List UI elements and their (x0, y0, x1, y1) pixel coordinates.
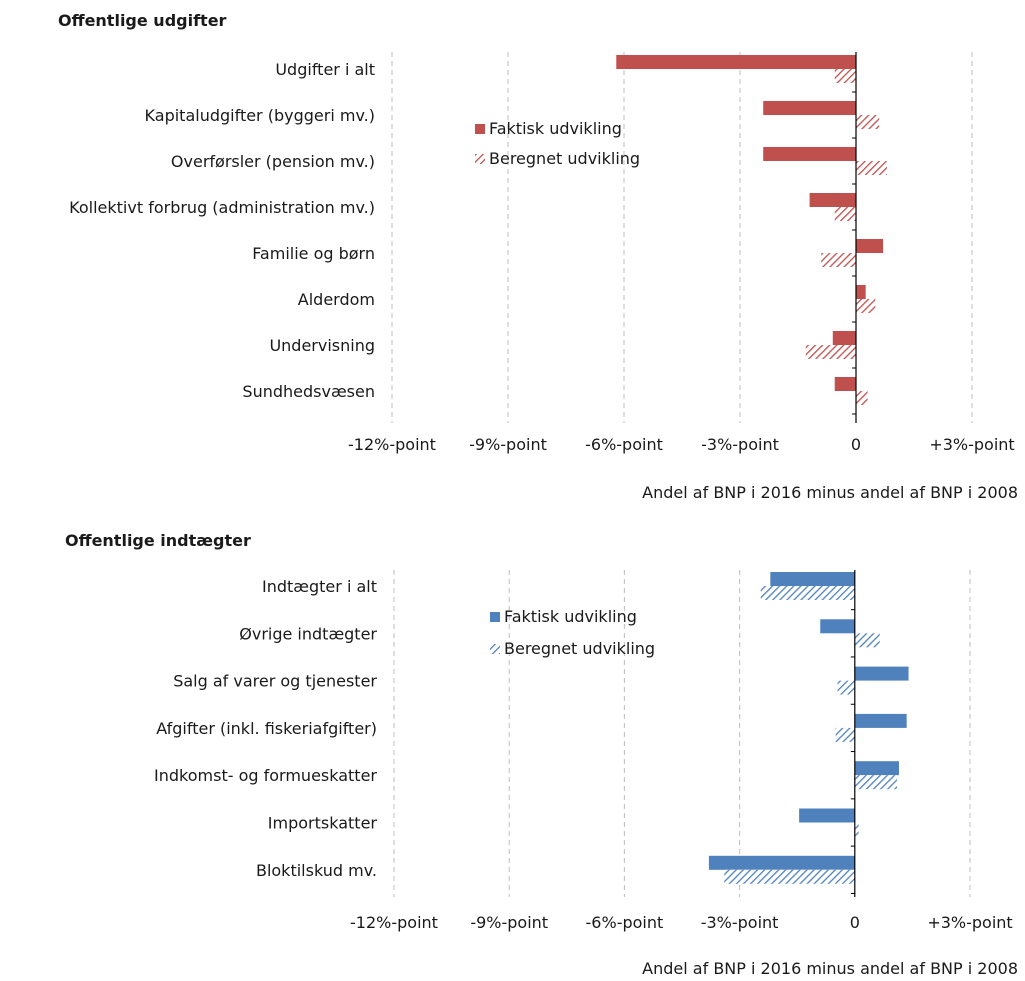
x-tick-label: -12%-point (348, 435, 436, 454)
category-label: Overførsler (pension mv.) (171, 152, 375, 171)
x-axis-label: Andel af BNP i 2016 minus andel af BNP i… (642, 959, 1018, 978)
x-tick-label: -6%-point (586, 913, 664, 932)
legend-label: Beregnet udvikling (489, 149, 640, 168)
legend-label: Beregnet udvikling (504, 639, 655, 658)
x-axis-label: Andel af BNP i 2016 minus andel af BNP i… (642, 483, 1018, 502)
x-tick-label: -6%-point (585, 435, 663, 454)
chart-panel-2: Offentlige indtægter Indtægter i alt Øvrig… (65, 531, 1018, 978)
x-tick-label: 0 (850, 913, 860, 932)
x-tick-label: +3%-point (927, 913, 1012, 932)
bar-actual (809, 193, 856, 207)
category-label: Undervisning (269, 336, 375, 355)
bar-calculated (805, 345, 856, 359)
category-label: Bloktilskud mv. (256, 861, 377, 880)
category-label: Afgifter (inkl. fiskeriafgifter) (156, 719, 377, 738)
x-tick-label: +3%-point (929, 435, 1014, 454)
category-label: Sundhedsvæsen (242, 382, 375, 401)
bar-calculated (834, 69, 856, 83)
bar-calculated (856, 391, 868, 405)
category-label: Kollektivt forbrug (administration mv.) (69, 198, 375, 217)
chart-panel-1: Offentlige udgifter Udgifter i alt Kapital… (58, 11, 1018, 502)
bar-actual (834, 377, 856, 391)
x-tick-label: -3%-point (701, 913, 779, 932)
bar-calculated (834, 207, 856, 221)
category-label: Indtægter i alt (262, 577, 377, 596)
category-label: Indkomst- og formueskatter (154, 766, 377, 785)
bar-actual (763, 101, 856, 115)
legend-swatch (475, 124, 485, 134)
legend-label: Faktisk udvikling (489, 119, 622, 138)
legend: Faktisk udvikling Beregnet udvikling (490, 607, 655, 658)
bar-actual (820, 619, 855, 634)
bar-actual (770, 572, 855, 586)
x-tick-label: -3%-point (701, 435, 779, 454)
category-label: Importskatter (268, 814, 378, 833)
bar-actual (616, 55, 856, 69)
bar-calculated (821, 253, 856, 267)
bar-actual (799, 808, 855, 823)
chart-title: Offentlige indtægter (65, 531, 251, 550)
bar-actual (854, 666, 909, 681)
bar-actual (854, 713, 907, 728)
x-tick-label: 0 (851, 435, 861, 454)
category-label: Udgifter i alt (275, 60, 375, 79)
x-tick-label: -12%-point (350, 913, 438, 932)
legend-swatch (475, 154, 485, 164)
bar-actual (832, 331, 856, 345)
legend-label: Faktisk udvikling (504, 607, 637, 626)
bar-calculated (854, 822, 859, 837)
bar-actual (708, 855, 855, 870)
bar-calculated (835, 727, 855, 742)
category-label: Salg af varer og tjenester (173, 672, 377, 691)
bar-calculated (856, 115, 880, 129)
category-label: Familie og børn (252, 244, 375, 263)
category-label: Alderdom (298, 290, 375, 309)
category-label: Kapitaludgifter (byggeri mv.) (145, 106, 375, 125)
bar-calculated (854, 633, 880, 648)
bar-actual (856, 239, 884, 253)
bar-calculated (856, 161, 887, 175)
bar-actual (856, 285, 866, 299)
legend-swatch (490, 612, 500, 622)
category-label: Øvrige indtægter (239, 624, 377, 643)
bar-calculated (837, 680, 855, 695)
legend: Faktisk udvikling Beregnet udvikling (475, 119, 640, 168)
bar-calculated (856, 299, 876, 313)
chart-title: Offentlige udgifter (58, 11, 227, 30)
x-tick-label: -9%-point (470, 913, 548, 932)
bar-calculated (854, 775, 898, 790)
bar-calculated (760, 586, 855, 600)
legend-swatch (490, 644, 500, 654)
x-tick-label: -9%-point (469, 435, 547, 454)
bar-calculated (724, 869, 855, 884)
bar-actual (763, 147, 856, 161)
bar-actual (854, 761, 899, 776)
